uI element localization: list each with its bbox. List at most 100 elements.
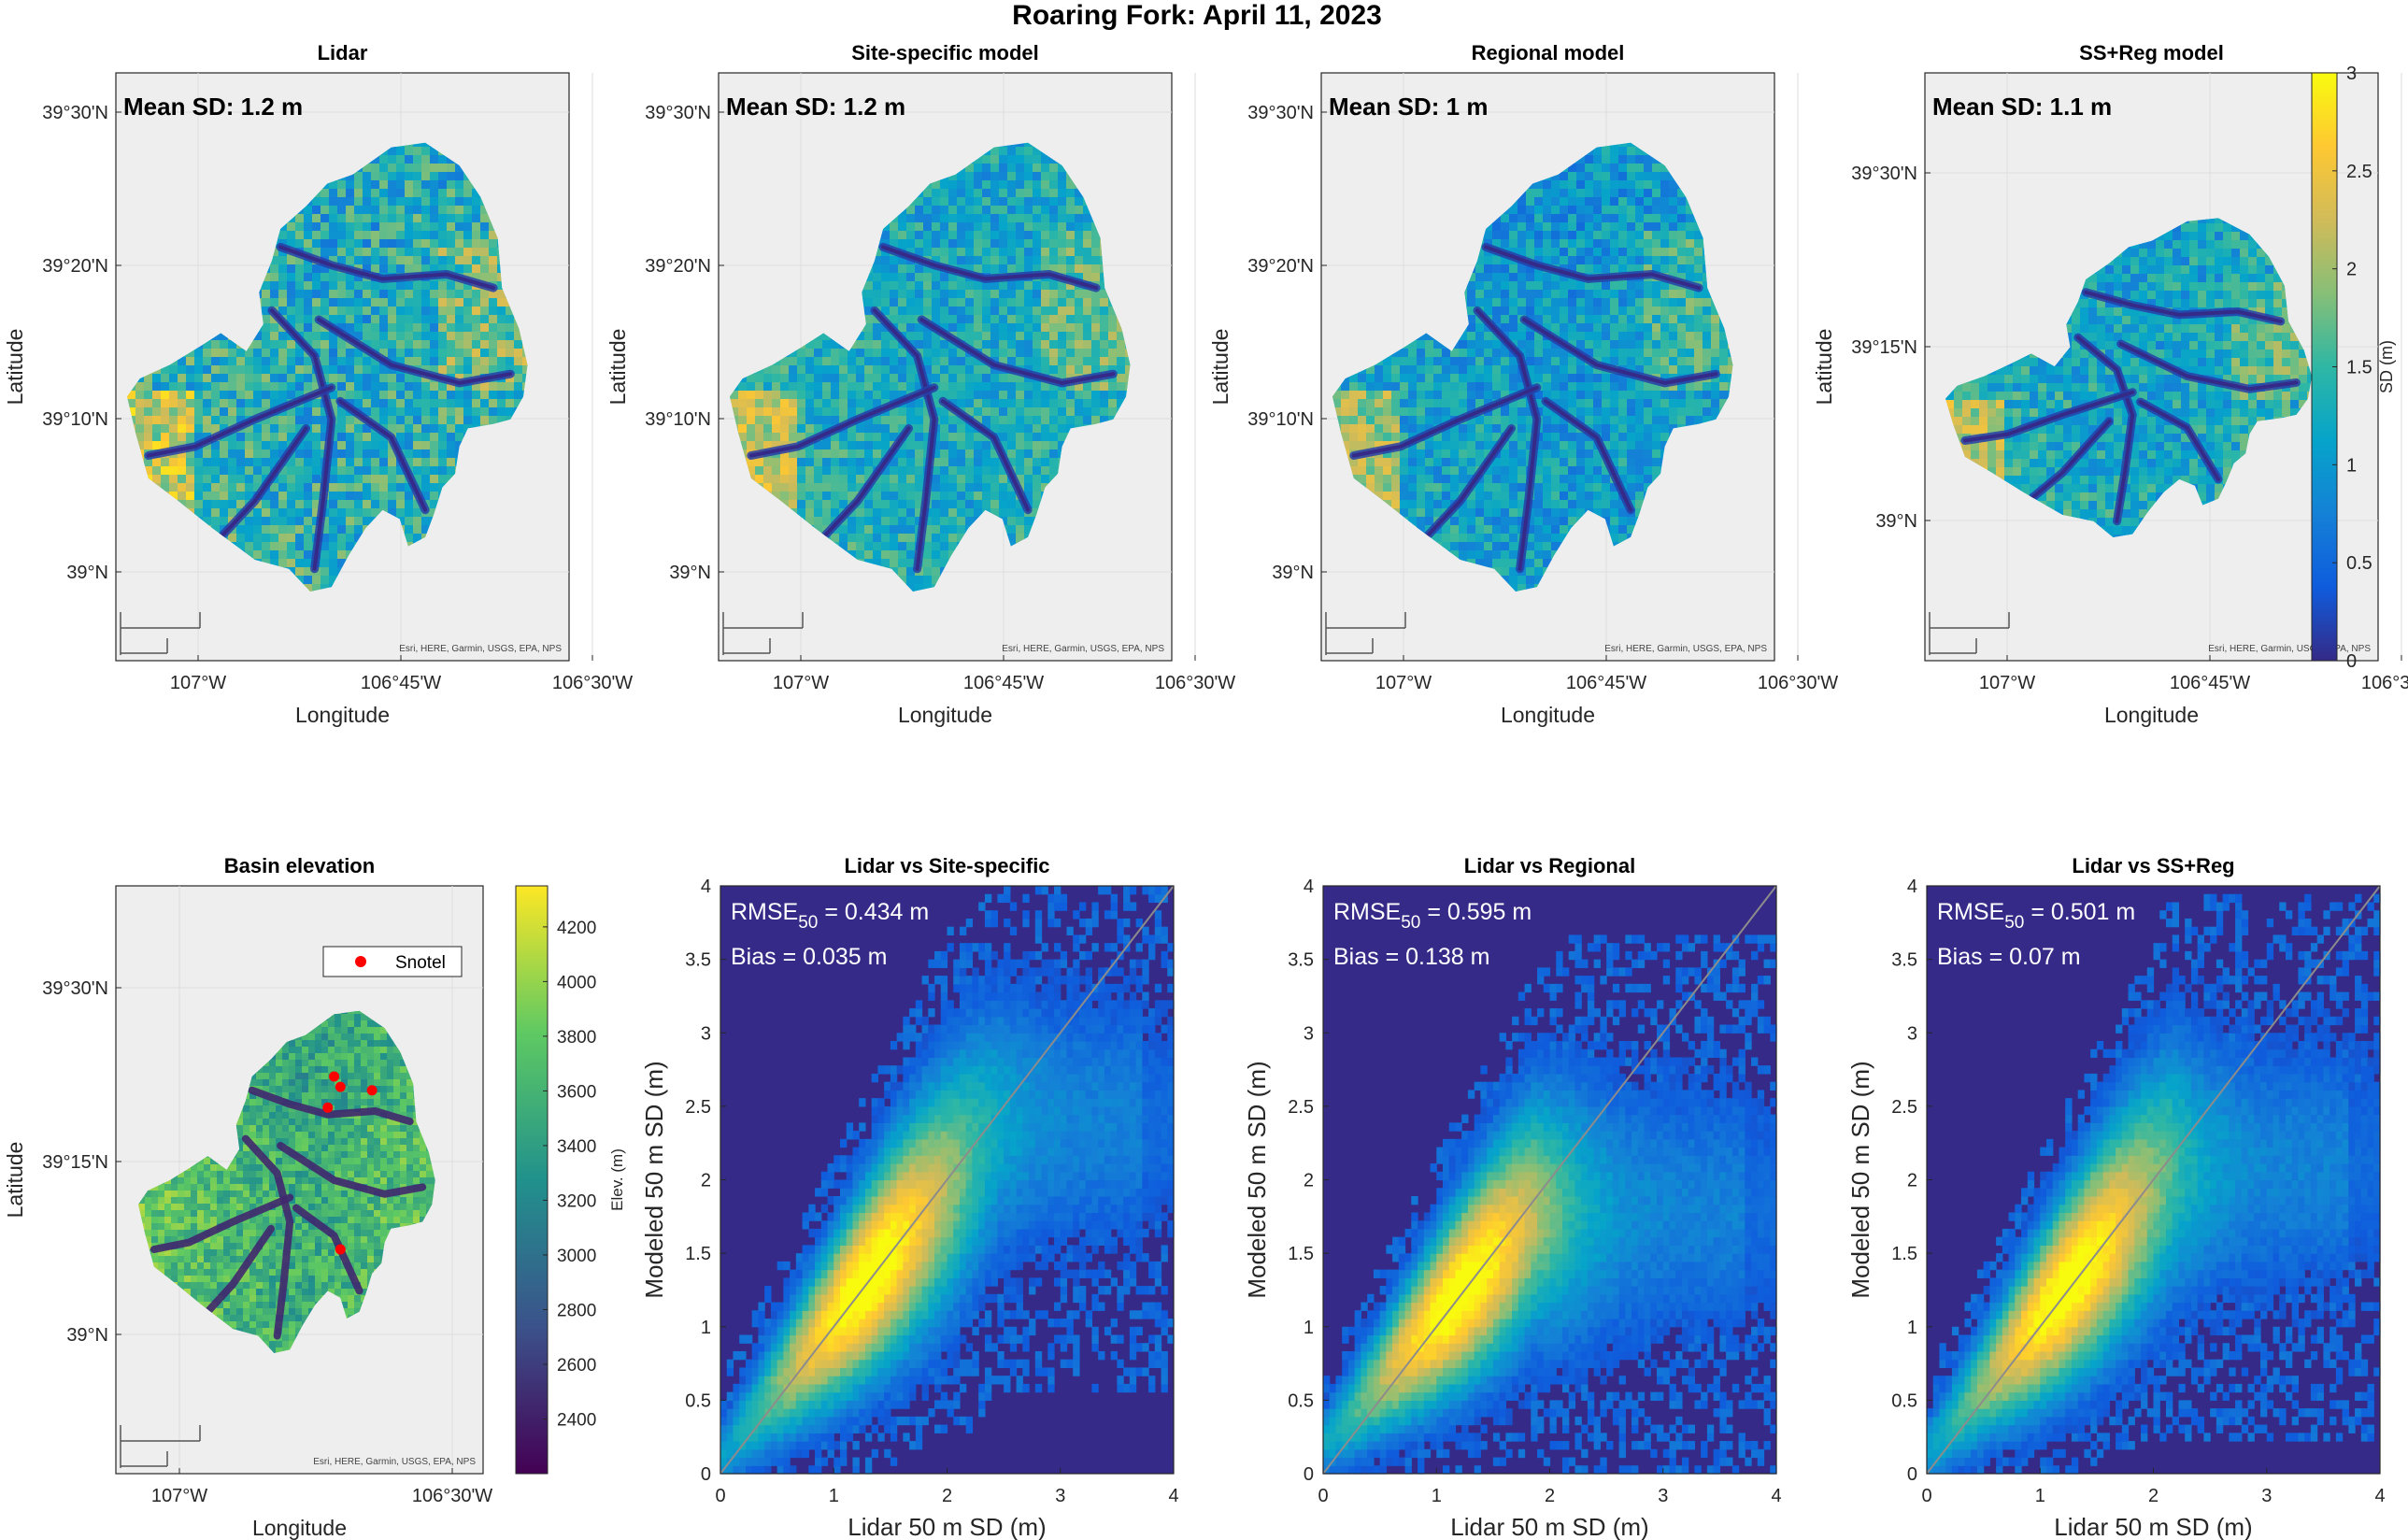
raster-cell bbox=[1100, 357, 1109, 366]
raster-cell bbox=[1125, 374, 1131, 383]
raster-cell bbox=[388, 315, 397, 324]
raster-cell bbox=[506, 382, 515, 392]
raster-cell bbox=[864, 357, 874, 366]
raster-cell bbox=[463, 340, 473, 349]
raster-cell bbox=[1024, 441, 1033, 450]
raster-cell bbox=[898, 365, 907, 375]
raster-cell bbox=[396, 424, 406, 434]
raster-cell bbox=[388, 365, 397, 375]
raster-cell bbox=[329, 189, 338, 198]
raster-cell bbox=[890, 483, 899, 492]
raster-cell bbox=[321, 197, 330, 207]
raster-cell bbox=[489, 382, 498, 392]
raster-cell bbox=[805, 399, 815, 408]
raster-cell bbox=[831, 399, 840, 408]
raster-cell bbox=[982, 248, 991, 257]
raster-cell bbox=[236, 349, 246, 358]
raster-cell bbox=[999, 433, 1008, 442]
raster-cell bbox=[982, 281, 991, 291]
raster-cell bbox=[455, 332, 464, 341]
raster-cell bbox=[1024, 281, 1033, 291]
raster-cell bbox=[990, 180, 1000, 190]
raster-cell bbox=[253, 365, 263, 375]
raster-cell bbox=[262, 399, 271, 408]
raster-cell bbox=[421, 231, 431, 240]
raster-cell bbox=[270, 517, 279, 526]
raster-cell bbox=[957, 332, 966, 341]
raster-cell bbox=[388, 500, 397, 509]
raster-cell bbox=[923, 374, 933, 383]
raster-cell bbox=[186, 382, 195, 392]
raster-cell bbox=[848, 449, 857, 459]
raster-cell bbox=[152, 399, 162, 408]
raster-cell bbox=[898, 290, 907, 299]
raster-cell bbox=[1075, 214, 1084, 223]
raster-cell bbox=[1024, 433, 1033, 442]
raster-cell bbox=[135, 441, 145, 450]
raster-cell bbox=[999, 222, 1008, 232]
raster-cell bbox=[295, 231, 305, 240]
raster-cell bbox=[379, 256, 389, 265]
raster-cell bbox=[738, 391, 748, 400]
raster-cell bbox=[974, 239, 983, 249]
raster-cell bbox=[881, 264, 891, 274]
raster-cell bbox=[873, 483, 882, 492]
raster-cell bbox=[329, 483, 338, 492]
raster-cell bbox=[287, 508, 296, 518]
raster-cell bbox=[974, 264, 983, 274]
raster-cell bbox=[1049, 391, 1059, 400]
raster-cell bbox=[1033, 399, 1042, 408]
raster-cell bbox=[135, 407, 145, 417]
raster-cell bbox=[1108, 332, 1118, 341]
raster-cell bbox=[220, 407, 229, 417]
raster-cell bbox=[948, 307, 958, 316]
raster-cell bbox=[965, 222, 975, 232]
raster-cell bbox=[127, 407, 136, 417]
sd-map-panel: Mean SD: 1.2 mLidar39°30'N39°20'N39°10'N… bbox=[3, 41, 633, 727]
raster-cell bbox=[864, 315, 874, 324]
raster-cell bbox=[447, 340, 456, 349]
raster-cell bbox=[152, 424, 162, 434]
raster-cell bbox=[1091, 340, 1101, 349]
raster-cell bbox=[472, 382, 481, 392]
raster-cell bbox=[405, 256, 414, 265]
raster-cell bbox=[135, 433, 145, 442]
raster-cell bbox=[388, 239, 397, 249]
raster-cell bbox=[287, 256, 296, 265]
raster-cell bbox=[211, 458, 221, 467]
raster-cell bbox=[805, 424, 815, 434]
raster-cell bbox=[864, 332, 874, 341]
raster-cell bbox=[965, 231, 975, 240]
raster-cell bbox=[363, 475, 372, 484]
raster-cell bbox=[178, 466, 187, 476]
raster-cell bbox=[203, 500, 212, 509]
raster-cell bbox=[270, 264, 279, 274]
raster-cell bbox=[329, 576, 338, 585]
raster-cell bbox=[287, 483, 296, 492]
raster-cell bbox=[312, 508, 321, 518]
raster-cell bbox=[1100, 307, 1109, 316]
raster-cell bbox=[236, 433, 246, 442]
raster-cell bbox=[270, 424, 279, 434]
raster-cell bbox=[1016, 281, 1025, 291]
raster-cell bbox=[1016, 197, 1025, 207]
raster-cell bbox=[1049, 323, 1059, 333]
raster-cell bbox=[957, 449, 966, 459]
raster-cell bbox=[965, 407, 975, 417]
raster-cell bbox=[915, 206, 924, 215]
raster-cell bbox=[337, 248, 347, 257]
raster-cell bbox=[430, 290, 439, 299]
raster-cell bbox=[1058, 298, 1067, 307]
raster-cell bbox=[1100, 391, 1109, 400]
raster-cell bbox=[220, 424, 229, 434]
raster-cell bbox=[430, 332, 439, 341]
raster-cell bbox=[203, 508, 212, 518]
raster-cell bbox=[287, 407, 296, 417]
raster-cell bbox=[957, 281, 966, 291]
raster-cell bbox=[1016, 433, 1025, 442]
raster-cell bbox=[371, 357, 380, 366]
raster-cell bbox=[965, 189, 975, 198]
raster-cell bbox=[1058, 307, 1067, 316]
raster-cell bbox=[354, 517, 363, 526]
raster-cell bbox=[974, 466, 983, 476]
